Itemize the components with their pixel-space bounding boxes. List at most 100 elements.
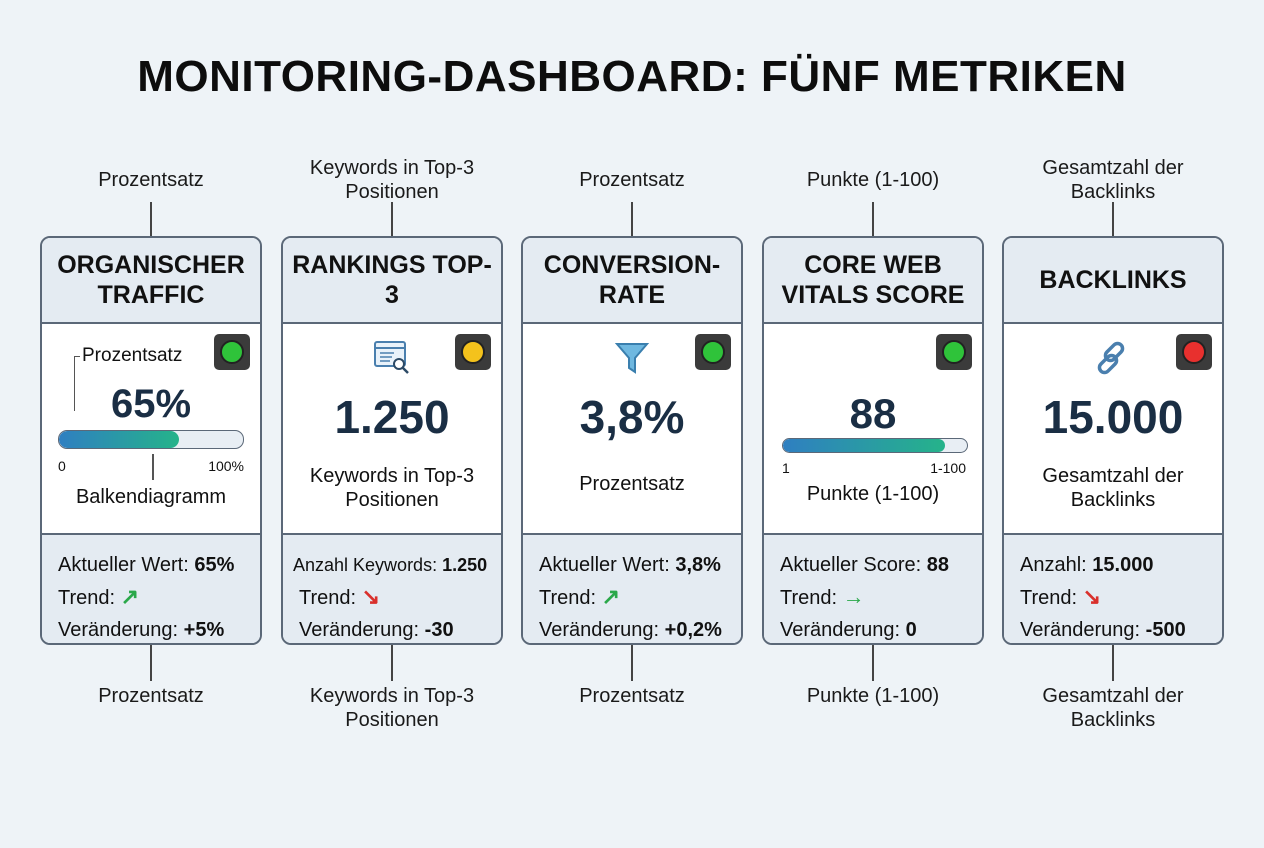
footer-label: Trend: bbox=[539, 587, 602, 609]
tick-line bbox=[152, 454, 154, 480]
card-footer: Aktueller Score: 88 Trend: → Veränderung: … bbox=[764, 533, 982, 643]
footer-value: +5% bbox=[183, 619, 225, 641]
connector-line bbox=[872, 202, 874, 236]
card-body: 1.250 Keywords in Top-3 Positionen bbox=[283, 324, 501, 533]
card-body: 88 1 1-100 Punkte (1-100) bbox=[764, 324, 982, 533]
connector-line bbox=[631, 202, 633, 236]
value-description: Punkte (1-100) bbox=[806, 483, 940, 505]
card-body: 3,8% Prozentsatz bbox=[523, 324, 741, 533]
metric-value: 15.000 bbox=[1042, 391, 1184, 443]
link-icon bbox=[1093, 338, 1133, 383]
footer-label: Trend: bbox=[299, 587, 362, 609]
progress-fill bbox=[783, 439, 945, 452]
metric-card: CORE WEB VITALS SCORE 88 1 1-100 Punkte (1-1… bbox=[762, 236, 984, 645]
connector-line bbox=[391, 202, 393, 236]
footer-label: Trend: bbox=[58, 587, 121, 609]
status-light bbox=[214, 334, 250, 370]
page-title: MONITORING-DASHBOARD: FÜNF METRIKEN bbox=[137, 52, 1127, 101]
footer-value: -30 bbox=[424, 619, 454, 641]
footer-label: Veränderung: bbox=[299, 619, 425, 641]
metric-column: Prozentsatz Prozentsatz ORGANISCHER TRAFFI… bbox=[40, 0, 262, 848]
footer-label: Trend: bbox=[780, 587, 843, 609]
footer-value: 15.000 bbox=[1092, 554, 1154, 576]
connector-line bbox=[150, 202, 152, 236]
value-description: Gesamtzahl der Backlinks bbox=[1042, 465, 1184, 511]
metric-column: Prozentsatz Prozentsatz CONVERSION-RATE 3,8… bbox=[521, 0, 743, 848]
value-description: Balkendiagramm bbox=[75, 486, 227, 508]
bar-min-label: 0 bbox=[58, 458, 66, 474]
status-light bbox=[936, 334, 972, 370]
footer-row: Veränderung: -30 bbox=[299, 614, 501, 643]
footer-row: Veränderung: -500 bbox=[1020, 614, 1222, 643]
footer-label: Anzahl: bbox=[1020, 554, 1093, 576]
footer-value: 3,8% bbox=[675, 554, 721, 576]
card-body: Prozentsatz 65% 0 100% Balkendiagramm bbox=[42, 324, 260, 533]
top-caption: Prozentsatz bbox=[98, 169, 204, 191]
footer-row: Trend: ↗ bbox=[539, 581, 741, 614]
footer-label: Veränderung: bbox=[58, 619, 184, 641]
card-footer: Aktueller Wert: 3,8% Trend: ↗ Veränderung:… bbox=[523, 533, 741, 643]
value-description: Keywords in Top-3 Positionen bbox=[309, 465, 475, 511]
progress-bar bbox=[58, 430, 244, 449]
card-body: 15.000 Gesamtzahl der Backlinks bbox=[1004, 324, 1222, 533]
footer-row: Trend: ↗ bbox=[58, 581, 260, 614]
footer-label: Veränderung: bbox=[780, 619, 906, 641]
footer-row: Trend: ↘ bbox=[1020, 581, 1222, 614]
metric-card: CONVERSION-RATE 3,8% Prozentsatz Aktueller … bbox=[521, 236, 743, 645]
bar-min-label: 1 bbox=[782, 460, 790, 476]
arrow-down-right-icon: ↘ bbox=[1082, 584, 1102, 609]
top-caption: Keywords in Top-3 Positionen bbox=[309, 157, 475, 203]
arrow-up-right-icon: ↗ bbox=[120, 584, 140, 609]
footer-row: Veränderung: +5% bbox=[58, 614, 260, 643]
arrow-right-icon: → bbox=[842, 584, 865, 609]
metric-value: 88 bbox=[849, 390, 897, 437]
green-light-icon bbox=[220, 340, 244, 364]
metric-column: Gesamtzahl der Backlinks Gesamtzahl der B… bbox=[1002, 0, 1224, 848]
metric-card: ORGANISCHER TRAFFIC Prozentsatz 65% 0 100% Ba… bbox=[40, 236, 262, 645]
footer-value: 1.250 bbox=[442, 555, 488, 575]
connector-line bbox=[1112, 645, 1114, 681]
connector-line bbox=[150, 645, 152, 681]
top-caption: Prozentsatz bbox=[579, 169, 685, 191]
card-title: BACKLINKS bbox=[1004, 238, 1222, 324]
arrow-up-right-icon: ↗ bbox=[601, 584, 621, 609]
status-light bbox=[695, 334, 731, 370]
top-caption: Punkte (1-100) bbox=[806, 169, 940, 191]
footer-row: Trend: ↘ bbox=[299, 581, 501, 614]
footer-label: Aktueller Wert: bbox=[58, 554, 195, 576]
footer-value: 0 bbox=[905, 619, 917, 641]
connector-line bbox=[391, 645, 393, 681]
funnel-icon bbox=[612, 338, 652, 383]
footer-row: Anzahl: 15.000 bbox=[1020, 549, 1222, 581]
bracket-line bbox=[74, 356, 80, 411]
search-list-icon bbox=[372, 338, 412, 383]
progress-bar bbox=[782, 438, 968, 453]
bottom-caption: Gesamtzahl der Backlinks bbox=[1042, 685, 1184, 731]
card-title: RANKINGS TOP-3 bbox=[283, 238, 501, 324]
footer-row: Aktueller Score: 88 bbox=[780, 549, 982, 581]
footer-label: Aktueller Score: bbox=[780, 554, 927, 576]
metric-value: 3,8% bbox=[579, 391, 685, 443]
bar-max-label: 1-100 bbox=[930, 460, 966, 476]
connector-line bbox=[872, 645, 874, 681]
metric-column: Punkte (1-100) Punkte (1-100) CORE WEB VIT… bbox=[762, 0, 984, 848]
value-description: Prozentsatz bbox=[579, 473, 685, 495]
status-light bbox=[1176, 334, 1212, 370]
card-title: CORE WEB VITALS SCORE bbox=[764, 238, 982, 324]
card-title: ORGANISCHER TRAFFIC bbox=[42, 238, 260, 324]
arrow-down-right-icon: ↘ bbox=[361, 584, 381, 609]
metric-value: 65% bbox=[110, 382, 192, 426]
status-light bbox=[455, 334, 491, 370]
bottom-caption: Prozentsatz bbox=[579, 685, 685, 707]
metric-column: Keywords in Top-3 Positionen Keywords in … bbox=[281, 0, 503, 848]
footer-label: Trend: bbox=[1020, 587, 1083, 609]
green-light-icon bbox=[701, 340, 725, 364]
footer-row: Veränderung: +0,2% bbox=[539, 614, 741, 643]
footer-row: Aktueller Wert: 65% bbox=[58, 549, 260, 581]
bottom-caption: Prozentsatz bbox=[98, 685, 204, 707]
yellow-light-icon bbox=[461, 340, 485, 364]
footer-label: Aktueller Wert: bbox=[539, 554, 676, 576]
card-footer: Aktueller Wert: 65% Trend: ↗ Veränderung: … bbox=[42, 533, 260, 643]
card-title: CONVERSION-RATE bbox=[523, 238, 741, 324]
value-caption: Prozentsatz bbox=[82, 345, 183, 366]
